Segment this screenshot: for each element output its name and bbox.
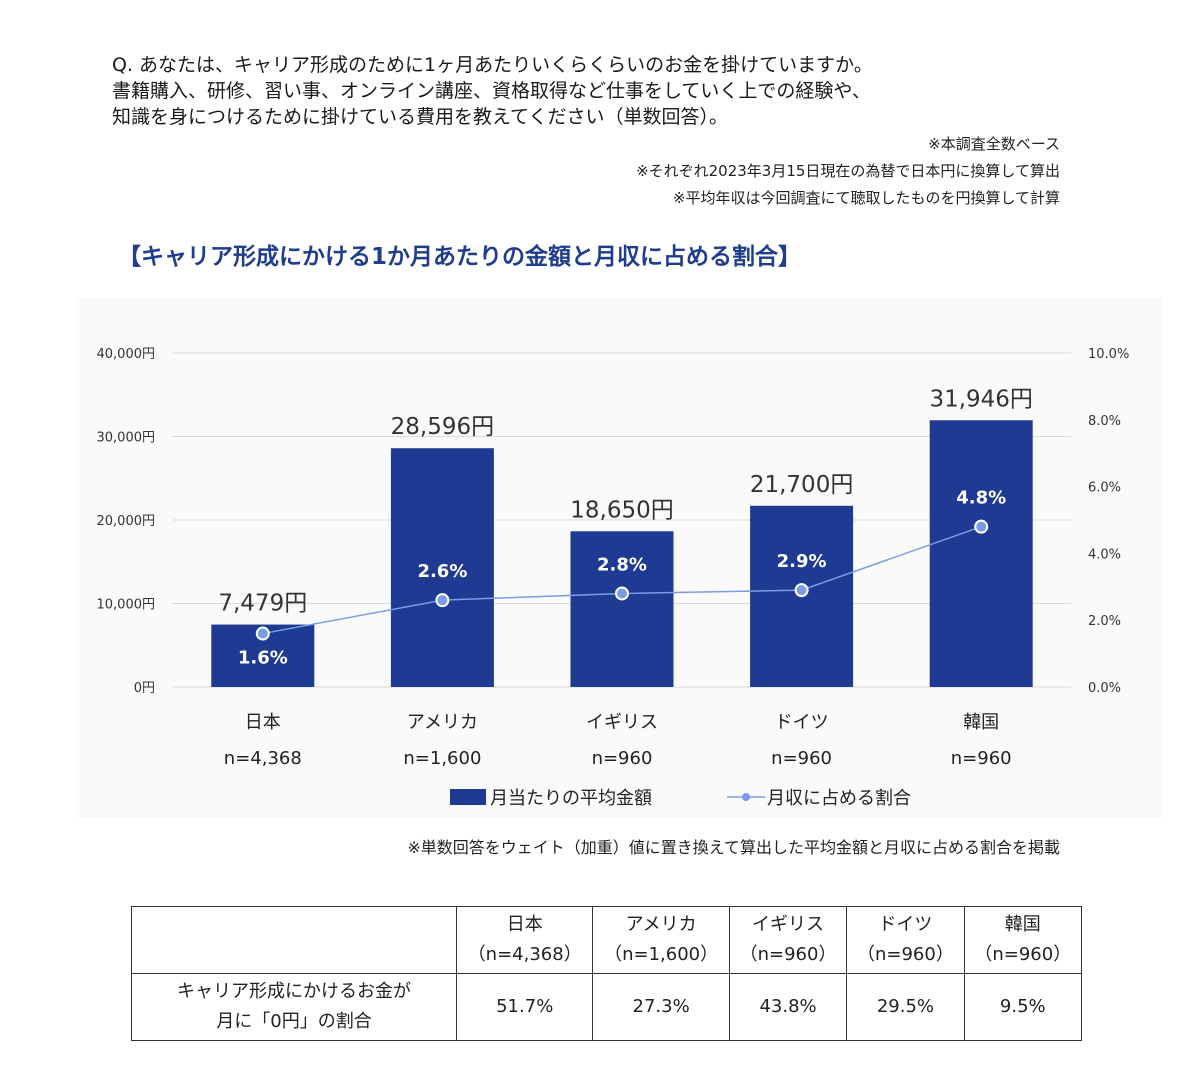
left-axis-tick-label: 20,000円 <box>97 514 156 529</box>
right-axis-tick-label: 0.0% <box>1088 681 1121 696</box>
ratio-point <box>435 593 450 608</box>
ratio-data-label: 4.8% <box>956 488 1006 509</box>
table-header-name: ドイツ <box>878 914 933 935</box>
legend-bar-label: 月当たりの平均金額 <box>490 788 652 809</box>
ratio-point <box>794 583 809 598</box>
chart-title: 【キャリア形成にかける1か月あたりの金額と月収に占める割合】 <box>118 244 802 270</box>
right-axis-tick-label: 8.0% <box>1088 414 1121 429</box>
survey-question: Q. あなたは、キャリア形成のために1ヶ月あたりいくらくらいのお金を掛けています… <box>112 52 873 130</box>
table-header-n: （n=960） <box>974 944 1072 965</box>
ratio-point <box>255 626 270 641</box>
bar-value-label: 28,596円 <box>391 414 494 440</box>
table-row: キャリア形成にかけるお金が 月に「0円」の割合 51.7% 27.3% 43.8%… <box>131 973 1083 1041</box>
left-axis-tick-label: 30,000円 <box>97 431 156 446</box>
table-header-name: 韓国 <box>1004 914 1041 935</box>
bar <box>390 448 494 687</box>
x-axis-tick-label: イギリス <box>586 712 658 733</box>
bar <box>570 531 674 687</box>
combo-chart: 0円 10,000円 20,000円 30,000円 40,000円 0.0% 2.0% 4.… <box>97 347 1130 809</box>
sample-size-label: n=4,368 <box>224 748 302 769</box>
sample-size-label: n=960 <box>771 748 832 769</box>
question-line-1: Q. あなたは、キャリア形成のために1ヶ月あたりいくらくらいのお金を掛けています… <box>112 54 873 76</box>
ratio-point <box>615 586 629 601</box>
x-axis-tick-label: 韓国 <box>963 712 999 733</box>
right-axis-tick-label: 4.0% <box>1088 547 1121 562</box>
zero-yen-table: 日本 （n=4,368） アメリカ （n=1,600） イギリス （n=960） ドイ… <box>131 906 1083 1041</box>
bar-value-label: 7,479円 <box>218 591 307 617</box>
table-row-label: キャリア形成にかけるお金が 月に「0円」の割合 <box>131 973 457 1041</box>
legend-line-label: 月収に占める割合 <box>767 788 911 809</box>
ratio-point <box>974 519 989 534</box>
table-header-cell: イギリス （n=960） <box>728 906 848 974</box>
row-label-line-1: キャリア形成にかけるお金が <box>177 981 411 1002</box>
table-header-cell: 日本 （n=4,368） <box>455 906 594 974</box>
right-axis-tick-label: 10.0% <box>1088 347 1129 362</box>
ratio-data-label: 2.8% <box>597 554 647 575</box>
right-axis-tick-label: 2.0% <box>1088 614 1121 629</box>
table-header-n: （n=960） <box>739 944 837 965</box>
bar-value-label: 21,700円 <box>750 472 853 498</box>
table-header-name: イギリス <box>752 914 825 935</box>
table-cell: 9.5% <box>963 973 1083 1041</box>
table-header-name: アメリカ <box>625 914 697 935</box>
table-header-cell: ドイツ （n=960） <box>846 906 965 974</box>
left-axis-tick-label: 0円 <box>134 681 155 696</box>
note-1: ※本調査全数ベース <box>928 135 1060 153</box>
note-2: ※それぞれ2023年3月15日現在の為替で日本円に換算して算出 <box>636 162 1060 180</box>
x-axis-tick-label: ドイツ <box>775 712 829 733</box>
ratio-data-label: 2.9% <box>777 551 827 572</box>
sample-size-label: n=960 <box>951 748 1012 769</box>
table-header-name: 日本 <box>506 914 543 935</box>
bar-value-label: 31,946円 <box>929 386 1032 412</box>
table-header-n: （n=960） <box>856 944 954 965</box>
x-axis-tick-label: アメリカ <box>407 712 478 733</box>
left-axis-tick-label: 40,000円 <box>97 347 156 362</box>
table-cell: 51.7% <box>455 973 594 1041</box>
table-cell: 29.5% <box>846 973 965 1041</box>
x-axis-tick-label: 日本 <box>245 712 281 733</box>
row-label-line-2: 月に「0円」の割合 <box>216 1011 372 1032</box>
sample-size-label: n=960 <box>592 748 653 769</box>
sample-size-label: n=1,600 <box>403 748 481 769</box>
table-cell: 43.8% <box>728 973 848 1041</box>
note-3: ※平均年収は今回調査にて聴取したものを円換算して計算 <box>672 189 1060 207</box>
question-line-3: 知識を身につけるために掛けている費用を教えてください（単数回答）。 <box>112 106 728 128</box>
table-header-row: 日本 （n=4,368） アメリカ （n=1,600） イギリス （n=960） ドイ… <box>131 906 1083 974</box>
table-header-cell: 韓国 （n=960） <box>963 906 1083 974</box>
chart-panel: 0円 10,000円 20,000円 30,000円 40,000円 0.0% 2.0% 4.… <box>76 298 1162 818</box>
table-cell: 27.3% <box>592 973 730 1041</box>
table-header-n: （n=4,368） <box>467 944 582 965</box>
ratio-data-label: 2.6% <box>417 561 467 582</box>
left-axis-tick-label: 10,000円 <box>97 598 156 613</box>
survey-notes: ※本調査全数ベース ※それぞれ2023年3月15日現在の為替で日本円に換算して算… <box>636 131 1060 212</box>
bar-value-label: 18,650円 <box>570 497 673 523</box>
legend-line-marker <box>742 793 750 801</box>
question-line-2: 書籍購入、研修、習い事、オンライン講座、資格取得など仕事をしていく上での経験や、 <box>112 80 871 102</box>
legend-bar-swatch <box>450 789 486 805</box>
right-axis-tick-label: 6.0% <box>1088 481 1121 496</box>
table-corner-cell <box>131 906 457 974</box>
chart-footnote: ※単数回答をウェイト（加重）値に置き換えて算出した平均金額と月収に占める割合を掲… <box>407 838 1060 857</box>
bar <box>929 420 1033 687</box>
ratio-data-label: 1.6% <box>238 648 288 669</box>
table-header-n: （n=1,600） <box>604 944 719 965</box>
table-header-cell: アメリカ （n=1,600） <box>592 906 730 974</box>
